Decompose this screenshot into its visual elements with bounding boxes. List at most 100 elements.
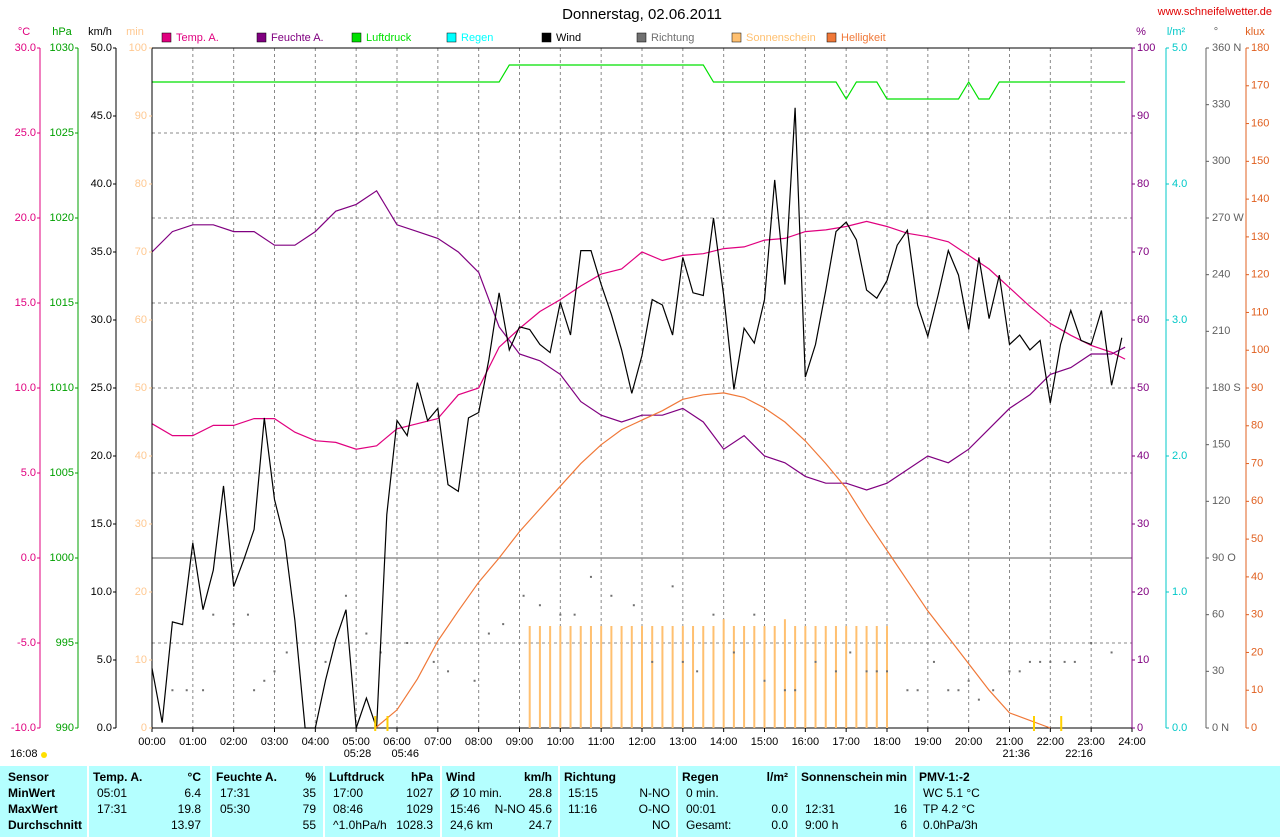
direction-dot — [559, 613, 562, 616]
x-tick-label: 23:00 — [1077, 736, 1105, 748]
y-tick-label: 180 S — [1212, 382, 1241, 394]
legend-swatch — [636, 32, 647, 43]
x-tick-label: 21:00 — [996, 736, 1024, 748]
legend-swatch — [256, 32, 267, 43]
x-tick-label: 14:00 — [710, 736, 738, 748]
sunshine-bar — [702, 626, 705, 728]
row-label: MinWert — [8, 786, 56, 800]
cell-right: N-NO — [639, 786, 670, 800]
direction-dot — [202, 689, 205, 692]
direction-dot — [1090, 642, 1093, 644]
direction-dot — [502, 623, 505, 626]
y-tick-label: 270 W — [1212, 212, 1244, 224]
sunshine-bar — [845, 626, 848, 728]
cell-right: 79 — [302, 802, 316, 816]
y-tick-label: 3.0 — [1172, 314, 1187, 326]
y-tick-label: 70 — [1251, 457, 1263, 469]
legend-swatch — [446, 32, 457, 43]
direction-dot — [473, 679, 476, 682]
x-tick-label: 03:00 — [261, 736, 289, 748]
y-tick-label: 100 — [1137, 42, 1155, 54]
source: www.schneifelwetter.de — [1157, 6, 1272, 18]
sunshine-bar — [875, 626, 878, 728]
sunshine-bar — [865, 626, 868, 728]
direction-dot — [967, 679, 970, 682]
sunshine-bar — [681, 626, 684, 728]
footer-note: 16:08 — [10, 748, 38, 760]
sunshine-bar — [610, 626, 613, 728]
sunshine-bar — [528, 626, 531, 728]
cell-right: 35 — [302, 786, 316, 800]
direction-dot — [992, 689, 995, 692]
axis-unit: l/m² — [1167, 26, 1186, 38]
direction-dot — [1073, 660, 1076, 663]
direction-dot — [447, 670, 450, 673]
sunshine-bar — [641, 626, 643, 728]
cell-right: NO — [652, 818, 670, 832]
y-tick-label: 90 — [1137, 110, 1149, 122]
cell-left: 05:01 — [97, 786, 128, 800]
sunshine-bar — [763, 626, 766, 728]
block-title: Sonnenschein — [801, 770, 884, 784]
chart-title: Donnerstag, 02.06.2011 — [562, 6, 722, 23]
cell-right: 28.8 — [528, 786, 552, 800]
x-tick-label: 15:00 — [751, 736, 779, 748]
cell-left: Ø 10 min. — [450, 786, 503, 800]
sunshine-bar — [712, 626, 715, 728]
legend-swatch — [161, 32, 172, 43]
y-tick-label: 100 — [1251, 344, 1269, 356]
sunshine-bar — [794, 626, 797, 728]
cell-left: 00:01 — [686, 802, 717, 816]
sunshine-bar — [886, 626, 888, 728]
sunshine-bar — [732, 626, 735, 728]
direction-dot — [977, 698, 980, 701]
block-title: Regen — [682, 770, 719, 784]
sunshine-bar — [824, 626, 827, 728]
cell-left: TP 4.2 °C — [923, 802, 975, 816]
direction-dot — [487, 632, 490, 635]
block-unit: % — [305, 770, 316, 784]
y-tick-label: 10.0 — [15, 382, 36, 394]
legend-label: Wind — [556, 32, 581, 44]
cell-left: 17:00 — [333, 786, 364, 800]
y-tick-label: -10.0 — [11, 722, 36, 734]
y-tick-label: 30.0 — [15, 42, 36, 54]
cell-left: 08:46 — [333, 802, 364, 816]
x-tick-label: 04:00 — [302, 736, 330, 748]
sunshine-bar — [630, 626, 633, 728]
y-tick-label: 80 — [1251, 420, 1263, 432]
block-separator — [323, 766, 325, 837]
legend-swatch — [731, 32, 742, 43]
sunshine-bar — [814, 626, 817, 728]
y-tick-label: 160 — [1251, 117, 1269, 129]
y-tick-label: 90 — [135, 110, 147, 122]
y-tick-label: 50.0 — [91, 42, 112, 54]
cell-left: 11:16 — [568, 802, 598, 816]
y-tick-label: 30 — [1137, 518, 1149, 530]
legend-swatch — [826, 32, 837, 43]
direction-dot — [834, 670, 837, 673]
direction-dot — [783, 689, 786, 692]
y-tick-label: 50 — [1137, 382, 1149, 394]
y-tick-label: 1030 — [50, 42, 74, 54]
y-tick-label: 25.0 — [15, 127, 36, 139]
x-tick-label: 05:00 — [342, 736, 370, 748]
y-tick-label: 60 — [1137, 314, 1149, 326]
direction-dot — [246, 613, 249, 616]
direction-dot — [432, 660, 435, 663]
sun-label: 22:16 — [1065, 748, 1093, 760]
y-tick-label: 5.0 — [21, 467, 36, 479]
row-label: Durchschnitt — [8, 818, 83, 832]
y-tick-label: 50 — [1251, 533, 1263, 545]
y-tick-label: 1000 — [50, 552, 74, 564]
y-tick-label: 110 — [1251, 306, 1269, 318]
cell-left: 05:30 — [220, 802, 251, 816]
sunshine-bar — [549, 626, 552, 728]
y-tick-label: 20 — [135, 586, 147, 598]
direction-dot — [1049, 660, 1052, 663]
sun-icon — [41, 752, 47, 758]
block-title: PMV-1:-2 — [919, 770, 970, 784]
direction-dot — [324, 660, 327, 663]
direction-dot — [732, 651, 735, 654]
